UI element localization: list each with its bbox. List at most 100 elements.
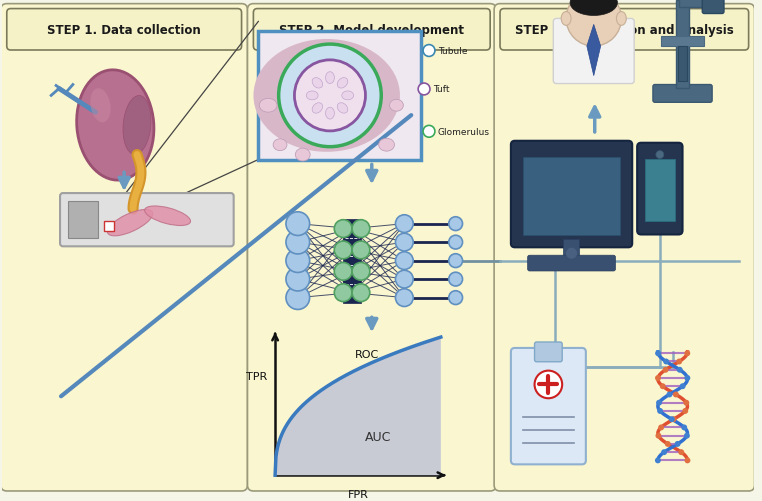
- Circle shape: [286, 231, 309, 255]
- Circle shape: [681, 425, 687, 430]
- FancyBboxPatch shape: [500, 10, 748, 51]
- Circle shape: [656, 151, 664, 159]
- Bar: [104, 221, 114, 231]
- Circle shape: [663, 367, 668, 373]
- Circle shape: [684, 351, 690, 357]
- Text: AUC: AUC: [365, 430, 391, 443]
- Circle shape: [678, 449, 684, 455]
- Ellipse shape: [107, 210, 152, 236]
- Circle shape: [684, 433, 690, 439]
- Bar: [258, 32, 421, 160]
- Circle shape: [395, 252, 413, 270]
- Circle shape: [684, 400, 690, 406]
- Ellipse shape: [273, 139, 287, 151]
- Text: FPR: FPR: [347, 489, 368, 499]
- Circle shape: [565, 248, 578, 260]
- Circle shape: [418, 84, 430, 96]
- Ellipse shape: [325, 108, 335, 120]
- Circle shape: [661, 449, 667, 455]
- Circle shape: [657, 408, 663, 414]
- Circle shape: [449, 291, 463, 305]
- FancyBboxPatch shape: [1, 5, 248, 491]
- Ellipse shape: [306, 92, 318, 101]
- Circle shape: [352, 220, 370, 238]
- Circle shape: [655, 457, 661, 463]
- Circle shape: [286, 286, 309, 310]
- Circle shape: [335, 263, 352, 281]
- Circle shape: [684, 375, 690, 381]
- FancyBboxPatch shape: [535, 342, 562, 362]
- Circle shape: [335, 241, 352, 260]
- Circle shape: [655, 351, 661, 357]
- Circle shape: [395, 215, 413, 233]
- Bar: [676, 1, 690, 89]
- Text: STEP 2. Model development: STEP 2. Model development: [280, 24, 464, 37]
- Ellipse shape: [342, 92, 354, 101]
- Circle shape: [449, 217, 463, 231]
- Circle shape: [352, 241, 370, 260]
- FancyBboxPatch shape: [248, 5, 496, 491]
- Ellipse shape: [296, 149, 310, 162]
- Ellipse shape: [389, 100, 403, 112]
- Ellipse shape: [312, 104, 322, 114]
- Text: ROC: ROC: [354, 349, 379, 359]
- Circle shape: [663, 359, 669, 365]
- Text: STEP 1. Data collection: STEP 1. Data collection: [47, 24, 201, 37]
- Ellipse shape: [254, 40, 400, 152]
- Polygon shape: [275, 337, 441, 475]
- Ellipse shape: [123, 96, 151, 155]
- FancyBboxPatch shape: [7, 10, 242, 51]
- Bar: [661, 37, 704, 47]
- Circle shape: [655, 433, 661, 439]
- Circle shape: [423, 126, 435, 138]
- Circle shape: [667, 392, 672, 398]
- Circle shape: [294, 61, 366, 132]
- Ellipse shape: [379, 139, 395, 152]
- Circle shape: [286, 268, 309, 292]
- Circle shape: [449, 273, 463, 287]
- Ellipse shape: [325, 73, 335, 84]
- Ellipse shape: [91, 89, 110, 123]
- Bar: [343, 219, 361, 303]
- Ellipse shape: [570, 0, 617, 17]
- Text: Tubule: Tubule: [438, 47, 467, 56]
- Circle shape: [335, 284, 352, 302]
- Circle shape: [566, 0, 621, 47]
- Circle shape: [677, 367, 683, 373]
- Circle shape: [655, 375, 661, 381]
- Circle shape: [535, 371, 562, 398]
- Text: Glomerulus: Glomerulus: [438, 128, 490, 137]
- Ellipse shape: [259, 99, 277, 113]
- FancyBboxPatch shape: [703, 0, 724, 15]
- Circle shape: [664, 441, 671, 447]
- FancyBboxPatch shape: [653, 85, 712, 103]
- Circle shape: [673, 392, 679, 398]
- Circle shape: [279, 45, 381, 147]
- Bar: [523, 157, 620, 236]
- FancyBboxPatch shape: [553, 20, 634, 84]
- Ellipse shape: [338, 104, 347, 114]
- Circle shape: [660, 383, 666, 389]
- Circle shape: [669, 416, 674, 422]
- Circle shape: [671, 416, 677, 422]
- Circle shape: [682, 408, 688, 414]
- Circle shape: [676, 359, 682, 365]
- Circle shape: [352, 284, 370, 302]
- Circle shape: [684, 457, 690, 463]
- Ellipse shape: [145, 206, 190, 226]
- Polygon shape: [587, 26, 600, 77]
- Circle shape: [395, 271, 413, 289]
- Circle shape: [658, 425, 664, 430]
- Ellipse shape: [616, 13, 626, 26]
- Bar: [68, 201, 98, 239]
- Ellipse shape: [338, 79, 347, 89]
- Circle shape: [286, 212, 309, 236]
- Ellipse shape: [561, 13, 571, 26]
- Ellipse shape: [77, 71, 154, 181]
- Ellipse shape: [312, 79, 322, 89]
- Circle shape: [449, 236, 463, 249]
- Bar: [679, 0, 708, 8]
- Text: Tuft: Tuft: [433, 85, 450, 94]
- FancyBboxPatch shape: [527, 256, 616, 272]
- Circle shape: [423, 46, 435, 57]
